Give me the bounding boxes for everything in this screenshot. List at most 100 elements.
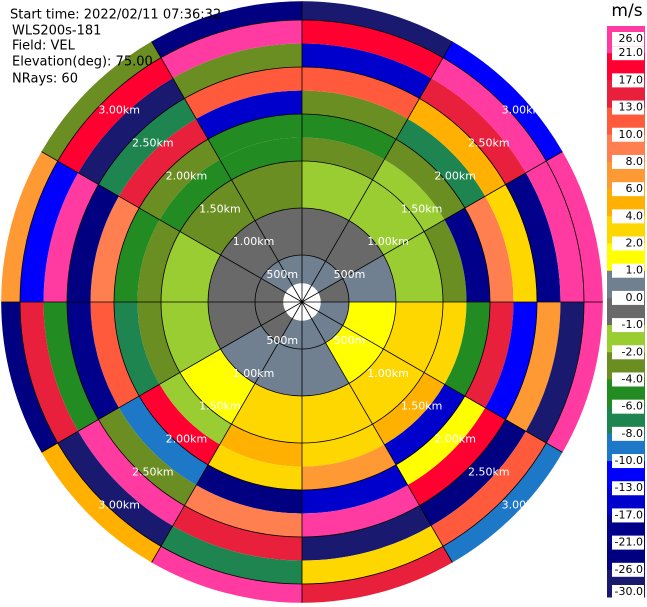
gate-cell	[302, 43, 432, 99]
colorbar-tick-label: -2.0	[622, 345, 643, 358]
gate-cell	[419, 419, 526, 526]
colorbar: 26.021.0 17.0 13.0 10.0 8.0 6.0 4.0 2.0 1.0 0.0 -1…	[607, 26, 645, 599]
gate-cell	[384, 384, 465, 465]
tick-box	[612, 154, 644, 169]
gate-cell	[546, 151, 603, 302]
colorbar-tick-label: -30.0	[615, 585, 643, 598]
tick-box	[612, 372, 644, 387]
gate-cell	[318, 302, 349, 326]
gate-cell	[431, 57, 547, 173]
gate-cell	[424, 219, 467, 302]
gate-cell	[208, 444, 302, 490]
gate-cell	[41, 443, 161, 563]
range-label: 500m	[334, 268, 366, 281]
gate-cell	[137, 219, 180, 302]
gate-cell	[342, 255, 396, 302]
spoke	[301, 41, 453, 303]
gate-cell	[311, 311, 343, 343]
tick-box	[612, 46, 644, 61]
gate-cell	[464, 302, 514, 408]
gate-cell	[302, 505, 432, 561]
header: Start time: 2022/02/11 07:36:32 WLS200s-…	[10, 8, 221, 87]
colorbar-tick-label: 1.0	[626, 264, 644, 277]
colorbar-tick-label: -21.0	[615, 536, 643, 549]
gate-cell	[302, 464, 408, 514]
gate-cell	[302, 137, 385, 180]
range-ring	[160, 160, 444, 444]
colorbar-tick-label: 10.0	[619, 128, 644, 141]
tick-box	[612, 73, 644, 88]
range-label: 2.00km	[434, 169, 476, 182]
gate-cell	[396, 118, 486, 208]
colorbar-tick-label: 8.0	[626, 155, 644, 168]
gate-cell	[302, 255, 326, 286]
ppi-field	[1, 1, 603, 603]
range-label: 1.00km	[233, 235, 275, 248]
gate-cell	[431, 431, 547, 547]
gate-cell	[231, 383, 302, 443]
tick-box	[612, 127, 644, 142]
tick-box	[612, 426, 644, 441]
gate-cell	[396, 396, 486, 486]
tick-box	[612, 454, 644, 469]
range-label: 3.00km	[502, 498, 544, 511]
gate-cell	[546, 302, 603, 453]
gate-cell	[67, 184, 119, 302]
range-label: 1.50km	[199, 202, 241, 215]
gate-cell	[383, 302, 443, 373]
spoke	[41, 301, 303, 453]
range-label: 1.50km	[401, 202, 443, 215]
gate-cell	[383, 231, 443, 302]
spoke	[151, 301, 303, 563]
colorbar-tick-label: -1.0	[622, 318, 643, 331]
start-time: Start time: 2022/02/11 07:36:32	[10, 8, 221, 23]
gate-cell	[255, 208, 302, 262]
range-ring	[66, 66, 538, 538]
gate-cell	[302, 1, 453, 58]
gate-cell	[302, 546, 453, 603]
gate-cell	[372, 372, 445, 445]
range-label: 2.00km	[434, 433, 476, 446]
gate-cell	[485, 184, 537, 302]
gate-cell	[159, 159, 232, 232]
gate-cell	[118, 396, 208, 486]
gate-cell	[20, 161, 79, 302]
gate-cell	[208, 302, 262, 349]
gate-cell	[255, 278, 286, 302]
colorbar-tick-label: -10.0	[615, 454, 643, 467]
gate-cell	[179, 179, 255, 255]
range-label: 3.00km	[98, 104, 140, 117]
range-label: 2.00km	[166, 169, 208, 182]
gate-cell	[525, 161, 584, 302]
gate-cell	[219, 137, 302, 180]
gate-cell	[114, 302, 160, 396]
gate-cell	[302, 90, 408, 140]
gate-cell	[349, 179, 425, 255]
gate-cell	[172, 43, 302, 99]
range-label: 500m	[266, 334, 298, 347]
spoke	[301, 301, 563, 453]
gate-cell	[278, 318, 302, 349]
colorbar-tick-label: 2.0	[626, 237, 644, 250]
gate-cell	[196, 464, 302, 514]
gate-cell	[151, 1, 302, 58]
gate-cell	[184, 485, 302, 537]
gate-cell	[407, 98, 506, 197]
range-label: 1.50km	[401, 400, 443, 413]
gate-cell	[384, 139, 465, 220]
gate-cell	[20, 302, 79, 443]
gate-cell	[78, 78, 185, 185]
gate-cell	[505, 172, 561, 302]
tick-box	[612, 263, 644, 278]
spoke	[301, 151, 563, 303]
gate-cell	[208, 255, 262, 302]
colorbar-tick-label: 13.0	[619, 101, 644, 114]
gate-cell	[57, 431, 173, 547]
colorbar-tick-label: 0.0	[626, 291, 644, 304]
gate-cell	[98, 407, 197, 506]
gate-cell	[114, 208, 160, 302]
tick-box	[612, 209, 644, 224]
gate-cell	[443, 443, 563, 563]
gate-cell	[407, 407, 506, 506]
